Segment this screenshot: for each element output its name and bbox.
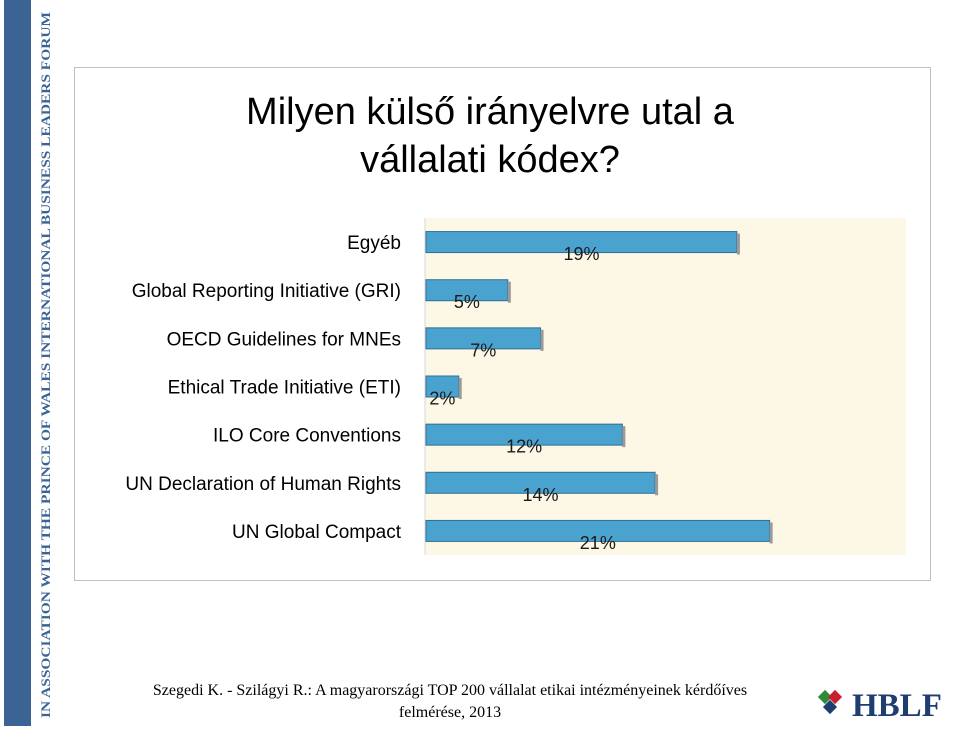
sidebar-banner: IN ASSOCIATION WITH THE PRINCE OF WALES …: [0, 0, 60, 726]
category-label: Global Reporting Initiative (GRI): [132, 281, 401, 302]
data-label: 21%: [580, 533, 616, 553]
hblf-logo: HBLF: [817, 686, 958, 724]
bar: [425, 231, 738, 254]
title-line-2: vállalati kódex?: [360, 139, 620, 181]
data-label: 12%: [506, 437, 542, 457]
citation-line-2: felmérése, 2013: [398, 704, 502, 721]
data-label: 5%: [454, 292, 480, 312]
bar-shadow: [458, 378, 462, 399]
data-label: 7%: [470, 340, 496, 360]
bar-chart: Egyéb 19% Global Reporting Initiative (GRI…: [74, 200, 931, 580]
page-title: Milyen külső irányelvre utal a vállalati…: [180, 88, 800, 184]
data-label: 19%: [563, 244, 599, 264]
plot-area: [425, 218, 906, 555]
bar-shadow: [540, 329, 544, 351]
category-label: UN Declaration of Human Rights: [125, 474, 401, 495]
sidebar-text: IN ASSOCIATION WITH THE PRINCE OF WALES …: [34, 0, 56, 726]
sidebar-label: IN ASSOCIATION WITH THE PRINCE OF WALES …: [38, 12, 53, 718]
bar-shadow: [507, 281, 511, 303]
chart-svg: Egyéb 19% Global Reporting Initiative (GRI…: [125, 218, 906, 555]
logo-icon: [817, 689, 843, 715]
category-label: OECD Guidelines for MNEs: [167, 329, 401, 350]
category-label: Ethical Trade Initiative (ETI): [168, 378, 401, 399]
source-citation: Szegedi K. - Szilágyi R.: A magyarország…: [70, 680, 830, 724]
sidebar-strip: [4, 0, 31, 726]
logo-text: HBLF: [852, 688, 942, 720]
category-label: UN Global Compact: [232, 522, 402, 543]
data-label: 2%: [429, 389, 455, 409]
bar-shadow: [655, 474, 659, 496]
bar-shadow: [769, 522, 773, 544]
bar-shadow: [736, 233, 740, 255]
data-label: 14%: [523, 485, 559, 505]
category-label: Egyéb: [347, 233, 401, 254]
title-line-1: Milyen külső irányelvre utal a: [246, 91, 734, 133]
citation-line-1: Szegedi K. - Szilágyi R.: A magyarország…: [152, 682, 748, 699]
category-label: ILO Core Conventions: [213, 426, 401, 447]
bar-shadow: [622, 426, 626, 448]
